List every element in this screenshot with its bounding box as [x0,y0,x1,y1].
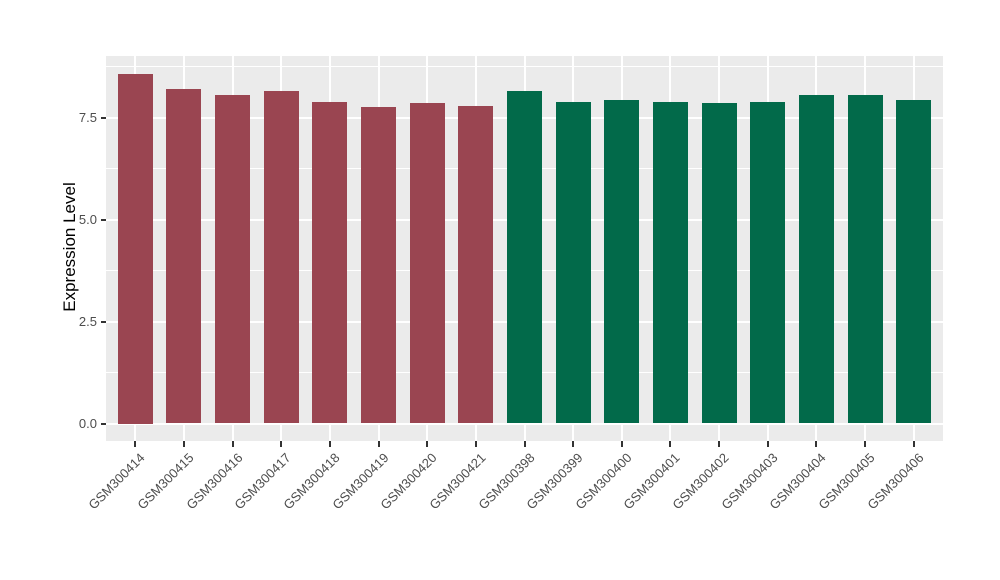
x-tick [912,441,915,447]
x-tick [328,441,331,447]
bar-GSM300420 [409,103,445,424]
bar-GSM300417 [263,91,299,424]
x-tick [377,441,380,447]
bar-GSM300421 [458,106,494,424]
y-axis-title: Expression Level [60,182,79,312]
bar-GSM300401 [652,101,688,424]
x-tick [280,441,283,447]
plot-panel [106,56,943,441]
bar-GSM300404 [798,95,834,424]
bar-GSM300416 [215,95,251,424]
bar-GSM300399 [555,101,591,424]
bar-GSM300406 [896,99,932,424]
y-tick [101,422,106,425]
bar-GSM300400 [604,100,640,424]
y-tick [101,320,106,323]
bar-GSM300419 [361,106,396,424]
x-tick [182,441,185,447]
x-tick [620,441,623,447]
x-tick [669,441,672,447]
y-tick-label: 7.5 [78,109,97,125]
x-tick [815,441,818,447]
y-tick [101,218,106,221]
bar-GSM300403 [750,102,786,424]
bar-GSM300418 [312,101,348,424]
y-tick-label: 0.0 [78,415,97,431]
x-tick [766,441,769,447]
bar-GSM300405 [847,94,883,424]
bar-GSM300415 [166,89,202,424]
x-tick [864,441,867,447]
bar-GSM300402 [701,103,737,424]
x-tick [474,441,477,447]
y-tick-label: 2.5 [78,313,97,329]
x-tick [572,441,575,447]
x-tick [523,441,526,447]
x-tick [426,441,429,447]
y-tick [101,116,106,119]
x-tick [231,441,234,447]
bar-GSM300414 [117,73,153,424]
x-tick [718,441,721,447]
bar-GSM300398 [507,91,542,424]
x-tick [134,441,137,447]
y-tick-label: 5.0 [78,211,97,227]
